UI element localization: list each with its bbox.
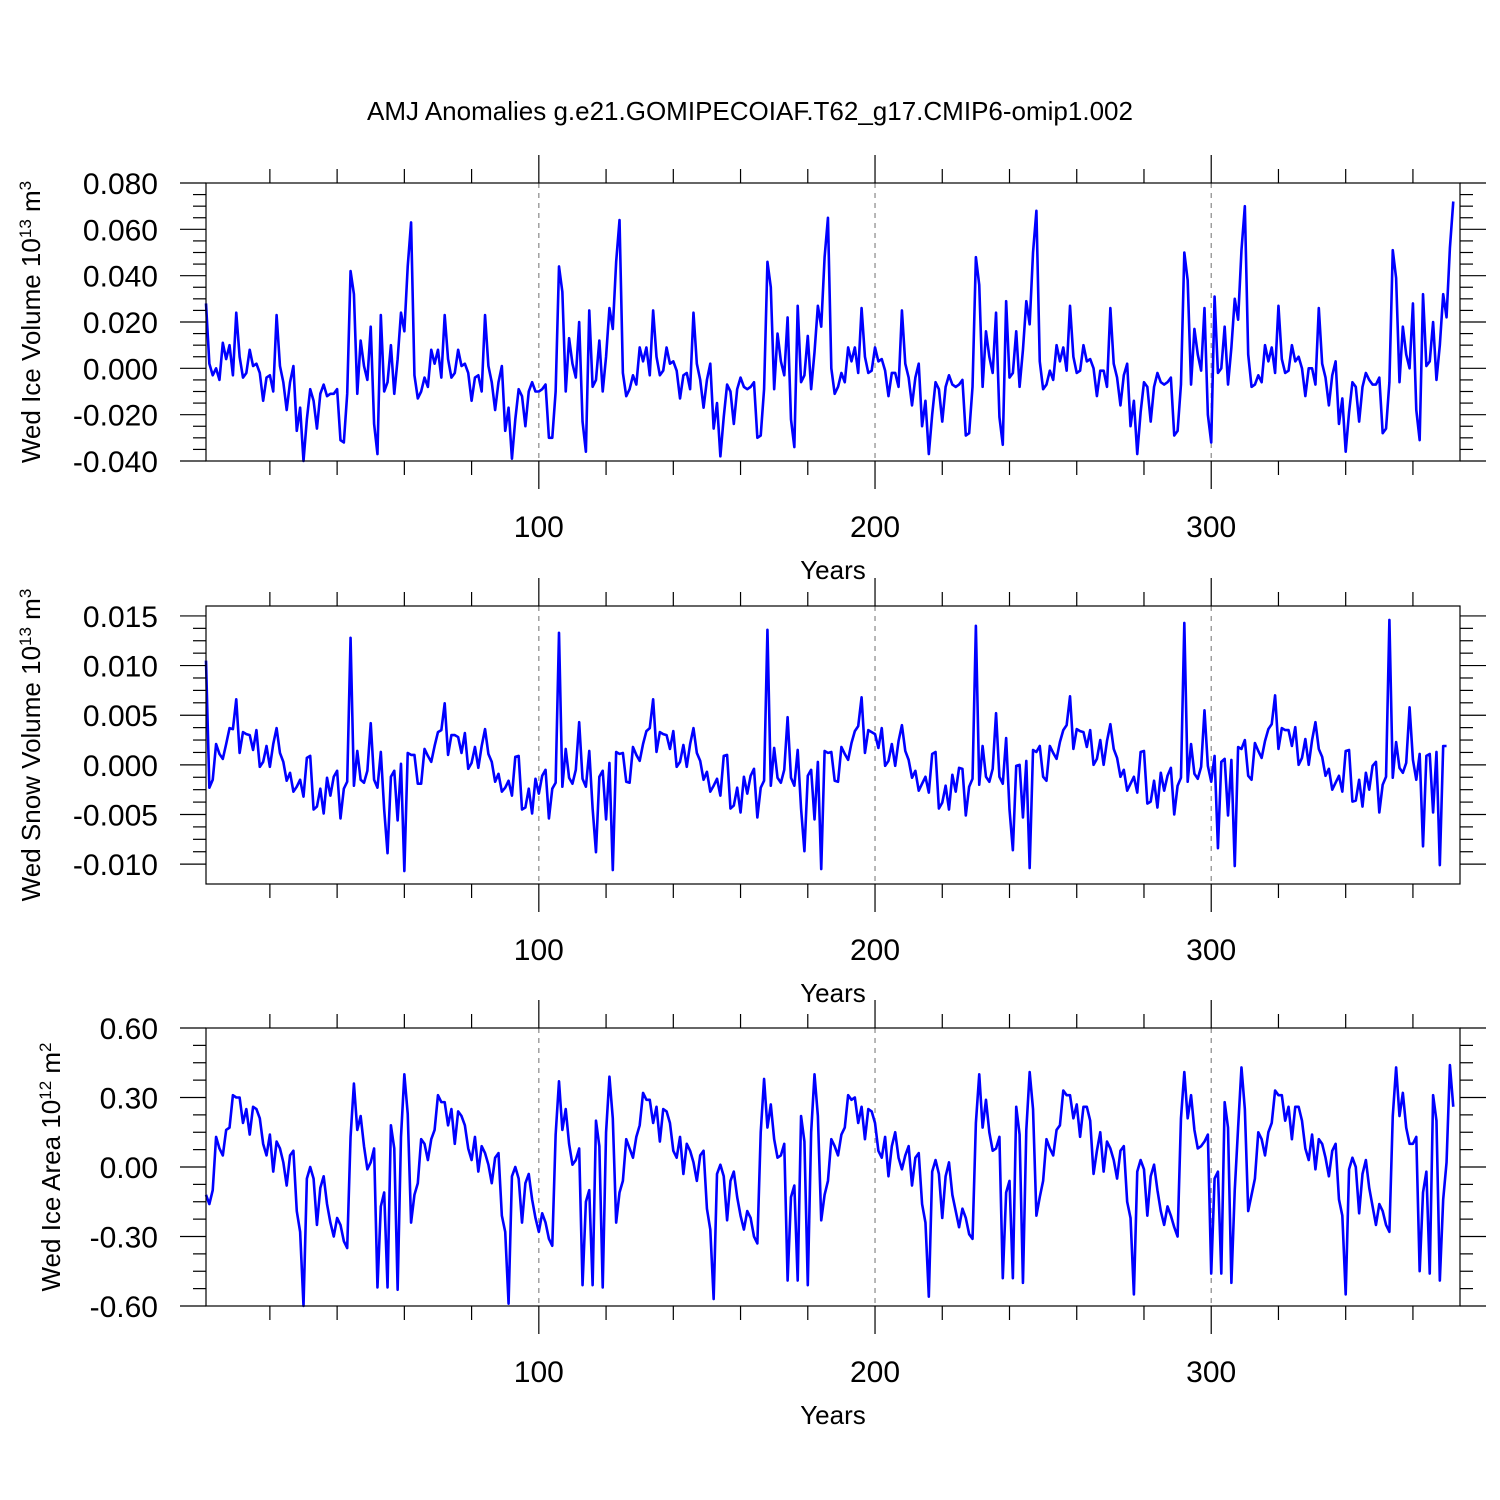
y-tick-label: 0.30 [100, 1083, 158, 1116]
y-axis-label: Wed Snow Volume 1013 m3 [16, 589, 47, 902]
y-axis-label-text: m [16, 190, 46, 219]
y-tick-label: 0.000 [83, 750, 158, 783]
x-tick-label: 100 [514, 511, 564, 544]
y-tick-label: -0.010 [73, 849, 158, 882]
snow-volume-series-line [204, 618, 1447, 873]
y-axis-label-superscript: 13 [16, 219, 35, 238]
y-axis-label-superscript: 12 [36, 1081, 55, 1100]
y-axis-label-superscript: 13 [16, 627, 35, 646]
y-tick-label: -0.040 [73, 446, 158, 479]
x-tick-label: 200 [850, 1356, 900, 1389]
y-tick-label: -0.005 [73, 800, 158, 833]
snow-volume-panel: 100 200 300 Years -0.010 -0.005 0.000 0.005 0.01… [16, 578, 1486, 1008]
y-tick-label: -0.020 [73, 400, 158, 433]
y-tick-label: 0.00 [100, 1152, 158, 1185]
x-axis-label: Years [800, 978, 866, 1008]
ice-area-panel: 100 200 300 Years -0.60 -0.30 0.00 0.30 0.60 Wed … [36, 1000, 1486, 1430]
x-axis-label: Years [800, 555, 866, 585]
y-axis-label-text: m [36, 1052, 66, 1081]
x-axis-label: Years [800, 1400, 866, 1430]
ice-volume-panel: 100 200 300 Years -0.040 -0.020 0.000 0.020 0.04… [16, 155, 1486, 585]
x-tick-label: 200 [850, 934, 900, 967]
y-tick-label: 0.60 [100, 1013, 158, 1046]
x-tick-label: 300 [1186, 511, 1236, 544]
ice-area-series-line [204, 1063, 1455, 1308]
x-tick-label: 100 [514, 934, 564, 967]
y-tick-label: 0.060 [83, 214, 158, 247]
y-axis-label: Wed Ice Area 1012 m2 [36, 1042, 67, 1291]
y-axis-label-superscript: 3 [16, 589, 35, 598]
y-tick-label: 0.080 [83, 168, 158, 201]
y-tick-label: 0.020 [83, 307, 158, 340]
y-tick-label: 0.000 [83, 353, 158, 386]
y-tick-label: -0.60 [90, 1291, 158, 1324]
x-tick-label: 300 [1186, 1356, 1236, 1389]
plot-frame [205, 605, 1461, 885]
y-tick-label: 0.005 [83, 700, 158, 733]
y-axis-label-text: Wed Ice Area 10 [36, 1100, 66, 1292]
y-tick-label: 0.010 [83, 651, 158, 684]
x-tick-label: 100 [514, 1356, 564, 1389]
y-axis-label-superscript: 2 [36, 1042, 55, 1051]
y-axis-label-text: Wed Snow Volume 10 [16, 646, 46, 901]
figure-title: AMJ Anomalies g.e21.GOMIPECOIAF.T62_g17.… [367, 96, 1133, 126]
y-axis-label: Wed Ice Volume 1013 m3 [16, 181, 47, 463]
y-axis-label-text: m [16, 598, 46, 627]
plot-frame [205, 182, 1461, 462]
x-tick-label: 300 [1186, 934, 1236, 967]
chart-panels: 100 200 300 Years -0.040 -0.020 0.000 0.020 0.04… [16, 155, 1486, 1430]
y-tick-label: -0.30 [90, 1222, 158, 1255]
x-tick-label: 200 [850, 511, 900, 544]
ice-volume-series-line [204, 201, 1455, 463]
y-tick-label: 0.015 [83, 601, 158, 634]
y-axis-label-superscript: 3 [16, 181, 35, 190]
y-tick-label: 0.040 [83, 261, 158, 294]
y-axis-label-text: Wed Ice Volume 10 [16, 238, 46, 463]
